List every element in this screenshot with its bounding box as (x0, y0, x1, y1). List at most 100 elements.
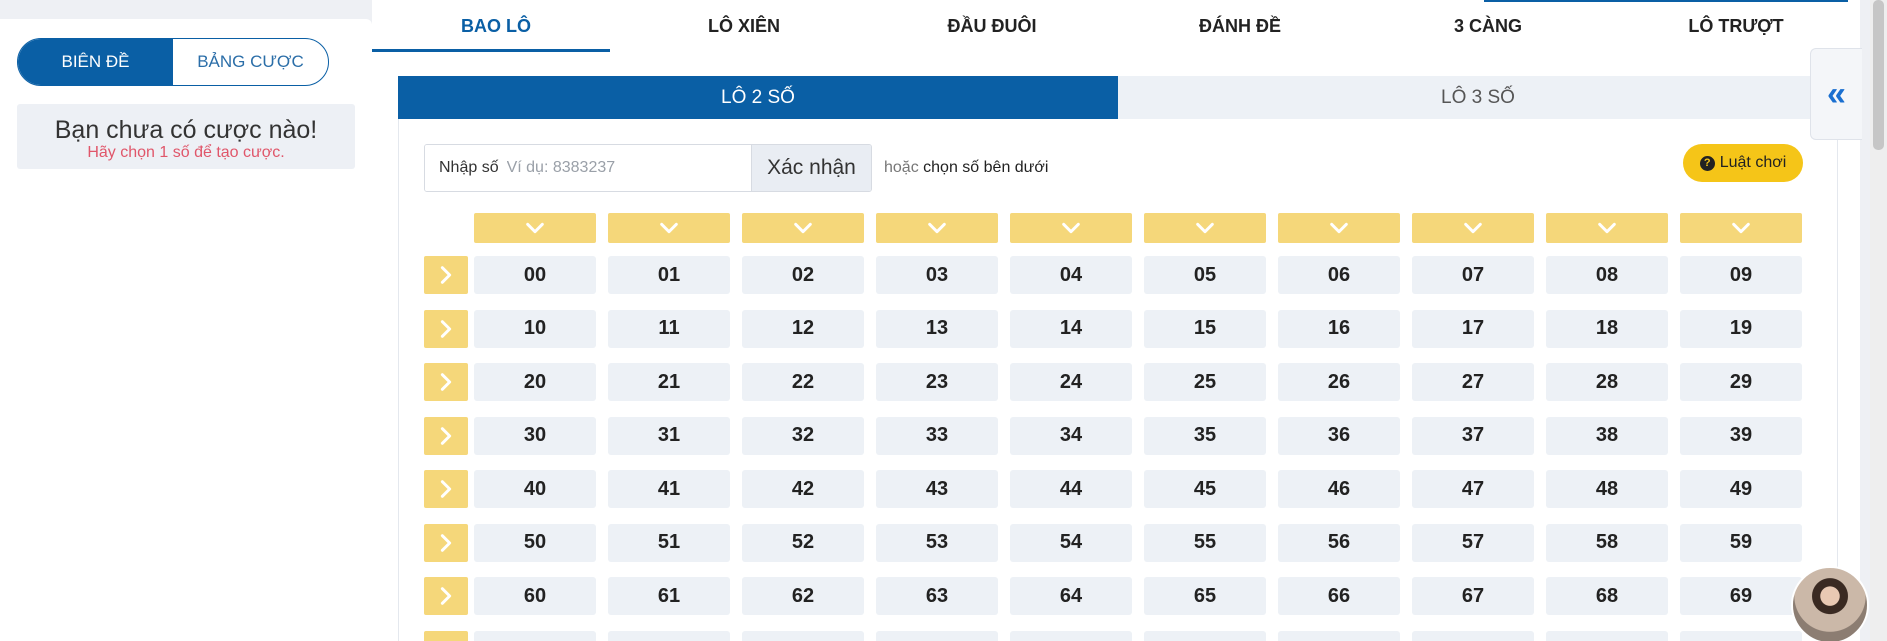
number-cell[interactable]: 40 (474, 470, 596, 508)
number-cell[interactable]: 56 (1278, 523, 1400, 562)
scrollbar-thumb[interactable] (1873, 0, 1884, 150)
number-cell[interactable]: 03 (876, 256, 998, 294)
number-cell[interactable]: 14 (1010, 309, 1132, 348)
number-cell[interactable]: 66 (1278, 577, 1400, 615)
subtab-lo-3-so[interactable]: LÔ 3 SỐ (1441, 86, 1515, 108)
scrollbar-track[interactable] (1870, 0, 1887, 641)
number-cell[interactable]: 29 (1680, 363, 1802, 401)
number-cell[interactable]: 72 (742, 630, 864, 641)
number-cell[interactable]: 04 (1010, 256, 1132, 294)
tab-lo-truot[interactable]: LÔ TRƯỢT (1688, 15, 1784, 36)
number-cell[interactable]: 73 (876, 630, 998, 641)
number-cell[interactable]: 77 (1412, 630, 1534, 641)
number-cell[interactable]: 76 (1278, 630, 1400, 641)
number-cell[interactable]: 27 (1412, 363, 1534, 401)
tab-dau-duoi[interactable]: ĐẦU ĐUÔI (947, 15, 1037, 36)
row-select-button[interactable] (424, 470, 468, 508)
number-cell[interactable]: 36 (1278, 416, 1400, 455)
number-cell[interactable]: 65 (1144, 577, 1266, 615)
column-select-button[interactable] (1680, 213, 1802, 243)
toggle-bien-de[interactable]: BIÊN ĐỀ (18, 39, 173, 85)
number-cell[interactable]: 20 (474, 363, 596, 401)
tab-lo-xien[interactable]: LÔ XIÊN (707, 15, 780, 36)
number-cell[interactable]: 24 (1010, 363, 1132, 401)
number-cell[interactable]: 35 (1144, 416, 1266, 455)
number-cell[interactable]: 49 (1680, 470, 1802, 508)
column-select-button[interactable] (1144, 213, 1266, 243)
number-cell[interactable]: 69 (1680, 577, 1802, 615)
number-cell[interactable]: 25 (1144, 363, 1266, 401)
column-select-button[interactable] (474, 213, 596, 243)
number-cell[interactable]: 31 (608, 416, 730, 455)
number-cell[interactable]: 67 (1412, 577, 1534, 615)
collapse-panel-button[interactable]: « (1810, 48, 1862, 140)
row-select-button[interactable] (424, 523, 468, 562)
number-cell[interactable]: 23 (876, 363, 998, 401)
number-cell[interactable]: 13 (876, 309, 998, 348)
number-cell[interactable]: 00 (474, 256, 596, 294)
number-cell[interactable]: 51 (608, 523, 730, 562)
row-select-button[interactable] (424, 256, 468, 294)
number-cell[interactable]: 52 (742, 523, 864, 562)
number-cell[interactable]: 75 (1144, 630, 1266, 641)
number-cell[interactable]: 10 (474, 309, 596, 348)
number-cell[interactable]: 61 (608, 577, 730, 615)
tab-3-cang[interactable]: 3 CÀNG (1453, 15, 1522, 36)
support-avatar[interactable] (1791, 566, 1869, 641)
rules-button[interactable]: ? Luật chơi (1683, 144, 1803, 182)
number-cell[interactable]: 26 (1278, 363, 1400, 401)
number-cell[interactable]: 63 (876, 577, 998, 615)
number-cell[interactable]: 45 (1144, 470, 1266, 508)
row-select-button[interactable] (424, 416, 468, 455)
column-select-button[interactable] (1412, 213, 1534, 243)
number-cell[interactable]: 39 (1680, 416, 1802, 455)
number-cell[interactable]: 15 (1144, 309, 1266, 348)
row-select-button[interactable] (424, 309, 468, 348)
number-cell[interactable]: 34 (1010, 416, 1132, 455)
number-cell[interactable]: 78 (1546, 630, 1668, 641)
number-cell[interactable]: 32 (742, 416, 864, 455)
confirm-button[interactable]: Xác nhận (751, 145, 871, 191)
number-cell[interactable]: 68 (1546, 577, 1668, 615)
number-cell[interactable]: 02 (742, 256, 864, 294)
subtab-lo-2-so[interactable]: LÔ 2 SỐ (398, 76, 1118, 119)
number-input[interactable] (506, 145, 751, 191)
column-select-button[interactable] (876, 213, 998, 243)
number-cell[interactable]: 58 (1546, 523, 1668, 562)
row-select-button[interactable] (424, 630, 468, 641)
number-cell[interactable]: 06 (1278, 256, 1400, 294)
number-cell[interactable]: 60 (474, 577, 596, 615)
tab-bao-lo[interactable]: BAO LÔ (372, 0, 620, 52)
number-cell[interactable]: 54 (1010, 523, 1132, 562)
column-select-button[interactable] (1278, 213, 1400, 243)
number-cell[interactable]: 48 (1546, 470, 1668, 508)
column-select-button[interactable] (742, 213, 864, 243)
number-cell[interactable]: 07 (1412, 256, 1534, 294)
number-cell[interactable]: 43 (876, 470, 998, 508)
number-cell[interactable]: 22 (742, 363, 864, 401)
number-cell[interactable]: 05 (1144, 256, 1266, 294)
number-cell[interactable]: 12 (742, 309, 864, 348)
row-select-button[interactable] (424, 577, 468, 615)
number-cell[interactable]: 71 (608, 630, 730, 641)
column-select-button[interactable] (608, 213, 730, 243)
number-cell[interactable]: 47 (1412, 470, 1534, 508)
number-cell[interactable]: 33 (876, 416, 998, 455)
number-cell[interactable]: 30 (474, 416, 596, 455)
row-select-button[interactable] (424, 363, 468, 401)
number-cell[interactable]: 53 (876, 523, 998, 562)
number-cell[interactable]: 55 (1144, 523, 1266, 562)
number-cell[interactable]: 50 (474, 523, 596, 562)
number-cell[interactable]: 08 (1546, 256, 1668, 294)
number-cell[interactable]: 28 (1546, 363, 1668, 401)
number-cell[interactable]: 46 (1278, 470, 1400, 508)
number-cell[interactable]: 11 (608, 309, 730, 348)
column-select-button[interactable] (1010, 213, 1132, 243)
number-cell[interactable]: 41 (608, 470, 730, 508)
number-cell[interactable]: 38 (1546, 416, 1668, 455)
number-cell[interactable]: 19 (1680, 309, 1802, 348)
number-cell[interactable]: 62 (742, 577, 864, 615)
number-cell[interactable]: 01 (608, 256, 730, 294)
toggle-bang-cuoc[interactable]: BẢNG CƯỢC (197, 52, 304, 71)
number-cell[interactable]: 57 (1412, 523, 1534, 562)
